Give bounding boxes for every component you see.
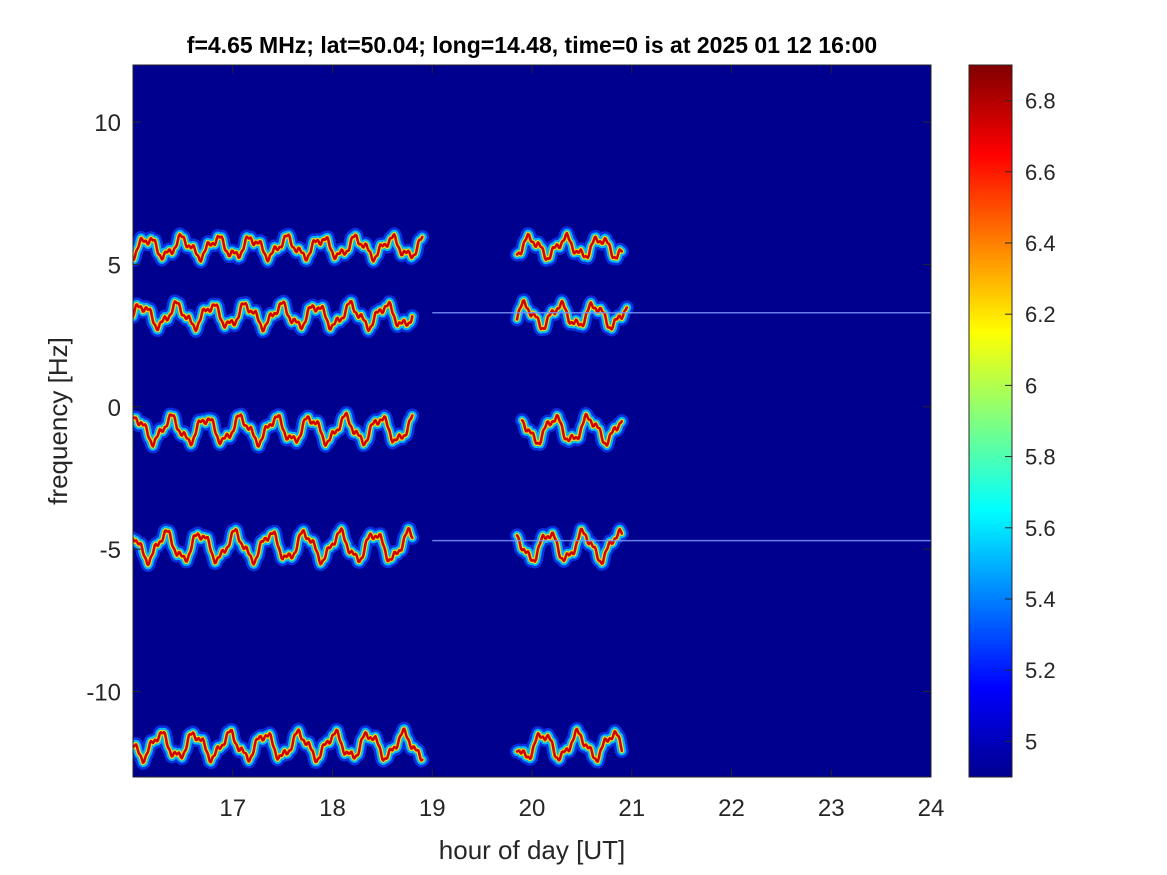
trace-0-segment-0-layer-3 [133,233,424,263]
colorbar-tick-label: 6.6 [1025,160,1056,185]
colorbar-frame [968,64,1013,778]
x-axis: 17 18 19 20 21 22 23 24 [219,65,944,822]
trace-2-segment-1-layer-3 [520,412,624,447]
y-tick-label: -5 [100,537,121,564]
x-tick-label: 18 [319,795,346,822]
plot-area [132,64,932,778]
x-tick-label: 21 [618,795,645,822]
x-tick-label: 17 [219,795,246,822]
x-axis-label: hour of day [UT] [439,835,625,865]
trace-4-segment-0-layer-3 [133,727,424,764]
trace-3-segment-0-layer-3 [133,527,414,567]
trace-0-segment-1-layer-3 [515,231,624,262]
colorbar-tick-label: 6.2 [1025,302,1056,327]
y-axis: 10 5 0 -5 -10 [86,110,931,707]
x-tick-label: 23 [818,795,845,822]
y-tick-label: 10 [94,110,121,137]
colorbar-tick-label: 6.4 [1025,231,1056,256]
y-axis-label: frequency [Hz] [43,337,73,505]
colorbar-tick-label: 5.2 [1025,658,1056,683]
colorbar-tick-label: 5 [1025,729,1037,754]
colorbar-tick-label: 5.6 [1025,516,1056,541]
trace-2-segment-0-layer-3 [133,411,414,448]
colorbar-tick-label: 6.8 [1025,89,1056,114]
chart-title: f=4.65 MHz; lat=50.04; long=14.48, time=… [187,32,877,58]
y-tick-label: 5 [108,252,121,279]
colorbar-tick-label: 6 [1025,373,1037,398]
y-tick-label: 0 [108,395,121,422]
trace-1-segment-1-layer-3 [515,299,629,331]
trace-1-segment-0-layer-3 [133,299,414,333]
x-tick-label: 19 [419,795,446,822]
x-tick-label: 24 [918,795,945,822]
colorbar-gradient [969,65,1012,777]
trace-3-segment-1-layer-3 [515,527,624,566]
trace-4-segment-1-layer-3 [515,727,624,763]
colorbar: 6.8 6.6 6.4 6.2 6 5.8 5.6 5.4 5.2 5 [968,64,1056,778]
x-tick-label: 22 [718,795,745,822]
colorbar-tick-label: 5.4 [1025,587,1056,612]
x-tick-label: 20 [519,795,546,822]
colorbar-tick-label: 5.8 [1025,445,1056,470]
y-tick-label: -10 [86,680,121,707]
